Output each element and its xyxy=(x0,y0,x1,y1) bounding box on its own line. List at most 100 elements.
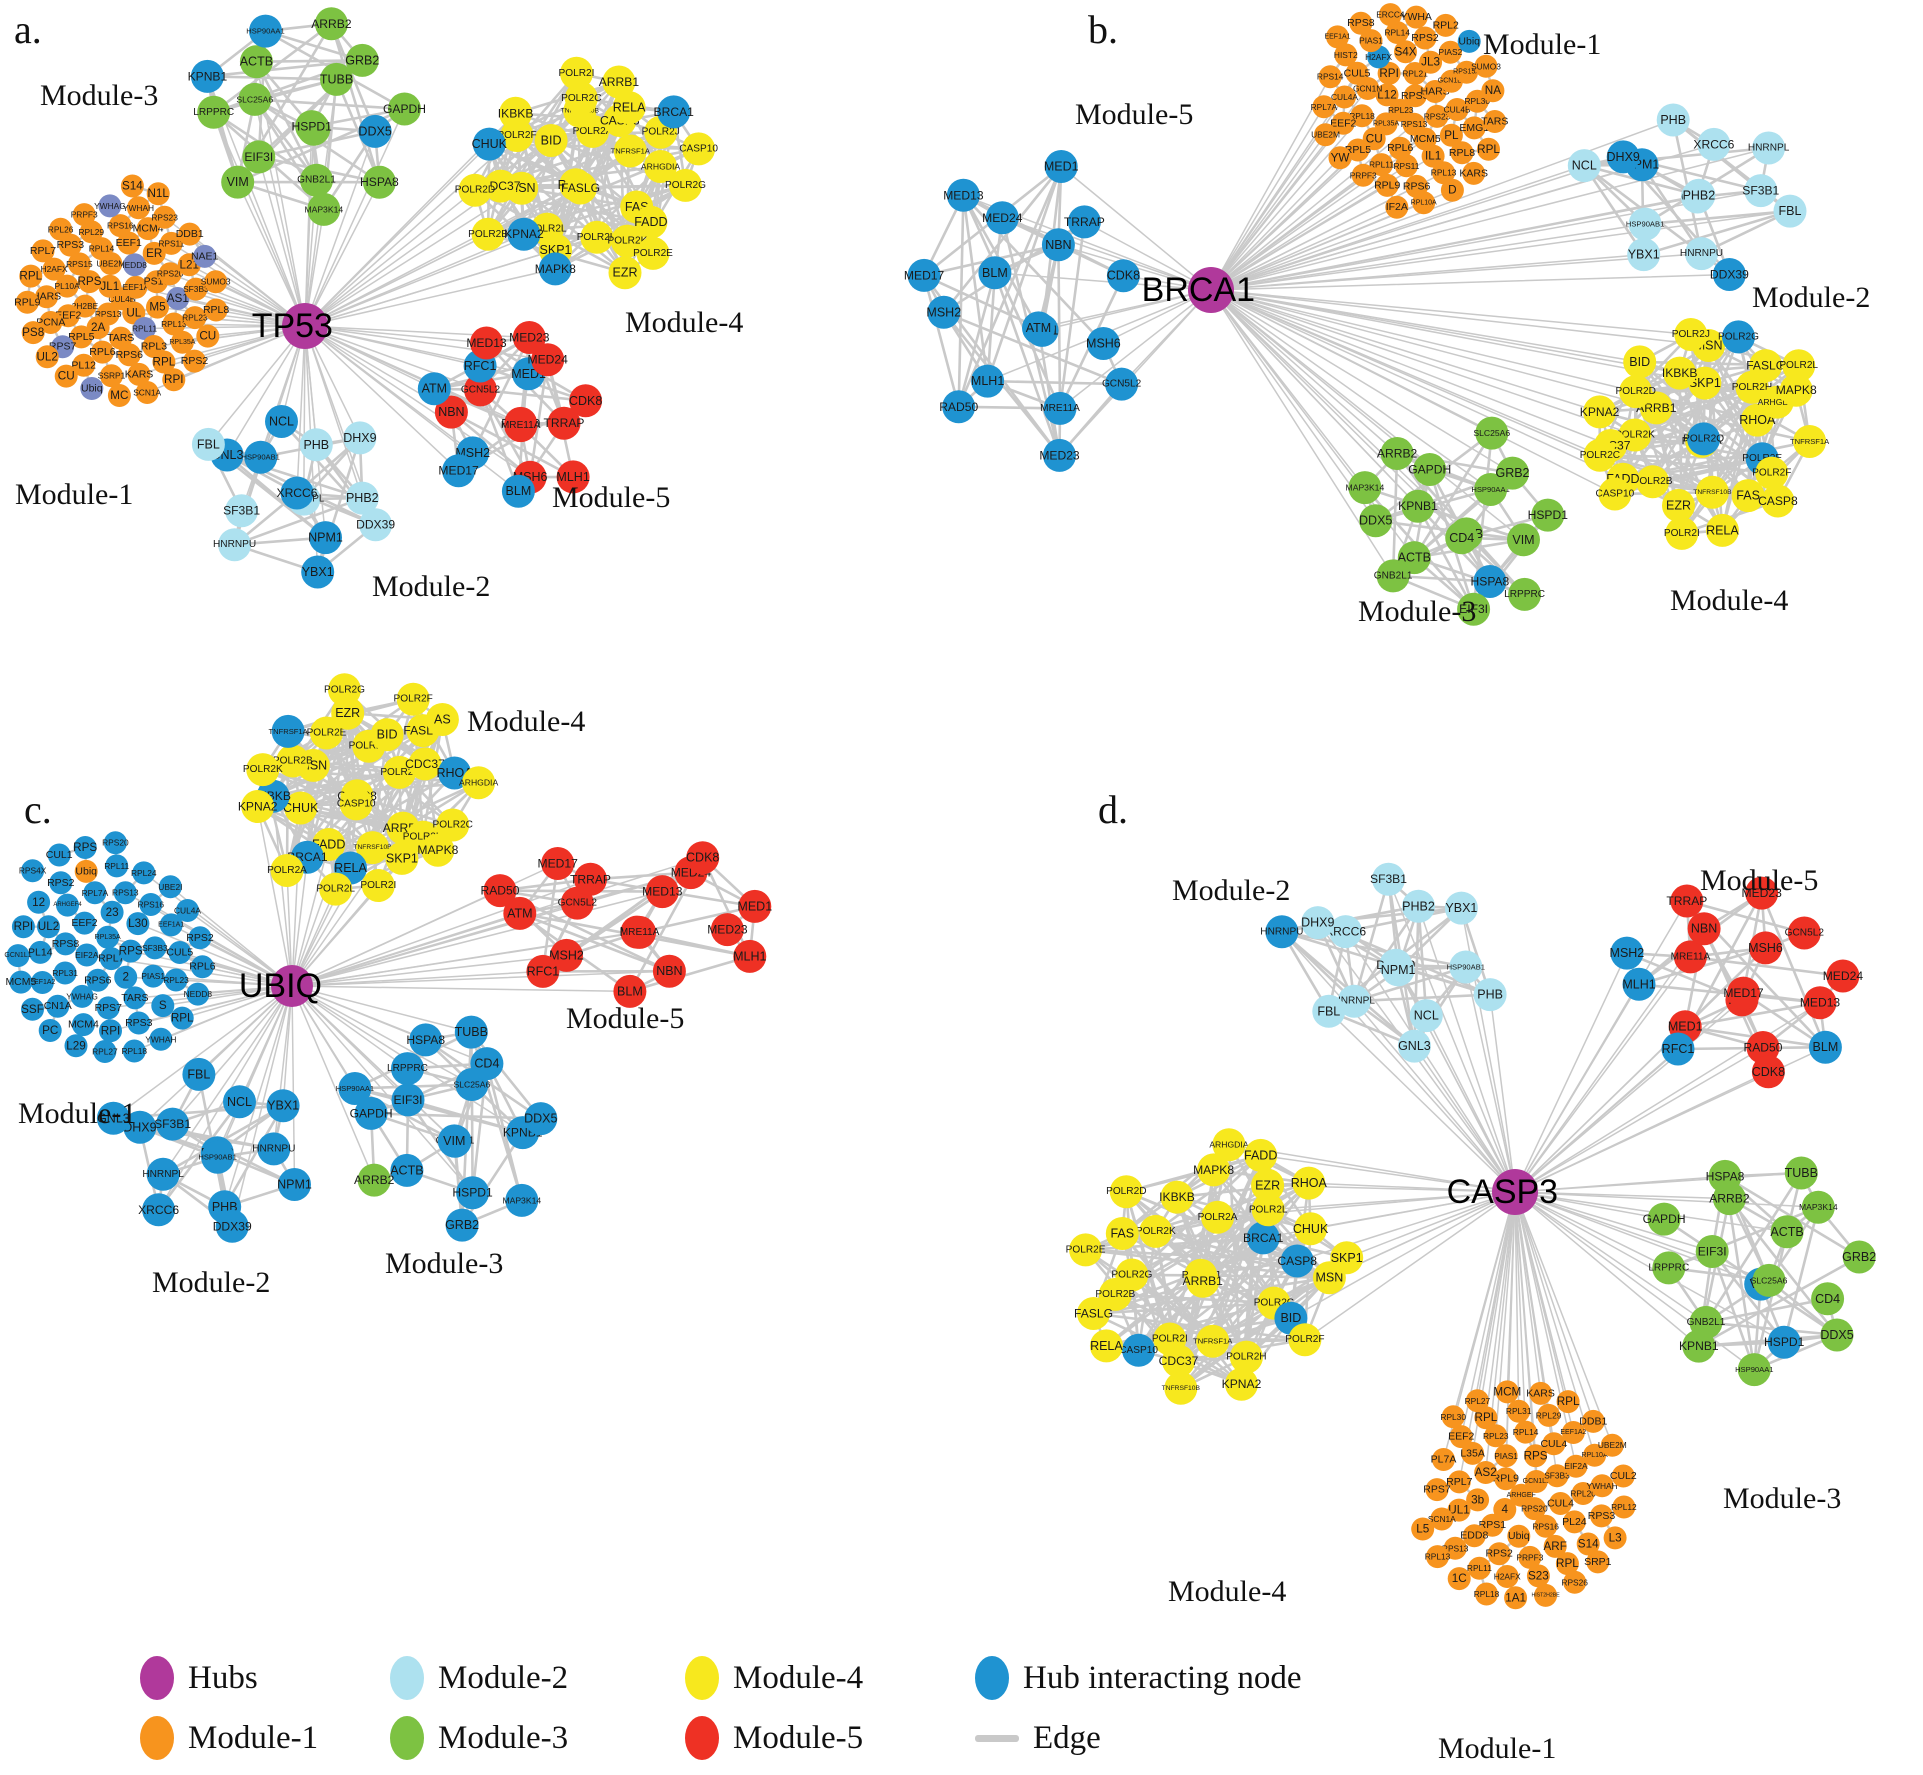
node-circle[interactable] xyxy=(1312,994,1346,1028)
node-circle[interactable] xyxy=(241,790,275,823)
node-circle[interactable] xyxy=(1378,3,1402,27)
node-circle[interactable] xyxy=(126,912,150,936)
node-circle[interactable] xyxy=(1346,138,1370,162)
node-circle[interactable] xyxy=(21,321,45,345)
network-node[interactable]: GCN5L2 xyxy=(1785,916,1825,950)
node-circle[interactable] xyxy=(1294,1212,1328,1246)
node-circle[interactable] xyxy=(370,718,404,752)
network-node[interactable]: MAP3K14 xyxy=(1346,471,1385,505)
node-circle[interactable] xyxy=(458,173,492,207)
node-circle[interactable] xyxy=(176,899,199,922)
node-circle[interactable] xyxy=(162,312,186,336)
node-circle[interactable] xyxy=(170,1006,194,1030)
node-circle[interactable] xyxy=(1089,1329,1123,1363)
node-circle[interactable] xyxy=(284,791,318,825)
node-circle[interactable] xyxy=(1507,1524,1531,1548)
node-circle[interactable] xyxy=(1449,950,1483,984)
node-circle[interactable] xyxy=(276,744,310,778)
node-circle[interactable] xyxy=(1404,5,1428,29)
network-node[interactable]: RPL18 xyxy=(121,1039,147,1063)
network-node[interactable]: ATM xyxy=(417,372,451,406)
network-node[interactable]: LRPPRC xyxy=(1648,1251,1689,1285)
node-circle[interactable] xyxy=(464,373,497,407)
network-node[interactable]: YBX1 xyxy=(301,555,335,589)
network-node[interactable]: SSF xyxy=(21,997,44,1021)
node-circle[interactable] xyxy=(1670,884,1704,918)
network-node[interactable]: Ubiq xyxy=(80,377,104,400)
node-circle[interactable] xyxy=(156,1107,190,1141)
node-circle[interactable] xyxy=(1564,1454,1588,1478)
network-node[interactable]: 1C xyxy=(1447,1567,1471,1591)
network-node[interactable]: Ubiq xyxy=(1457,29,1481,53)
node-circle[interactable] xyxy=(73,911,96,935)
node-circle[interactable] xyxy=(1493,1498,1517,1521)
node-circle[interactable] xyxy=(1376,559,1410,593)
node-circle[interactable] xyxy=(361,869,395,902)
node-circle[interactable] xyxy=(1372,862,1405,896)
network-node[interactable]: EZR xyxy=(608,256,642,290)
node-circle[interactable] xyxy=(1225,1367,1258,1401)
node-circle[interactable] xyxy=(1455,60,1479,84)
node-circle[interactable] xyxy=(574,862,607,896)
network-node[interactable]: CU xyxy=(54,364,78,388)
node-circle[interactable] xyxy=(127,1011,151,1035)
node-circle[interactable] xyxy=(1106,259,1140,293)
network-node[interactable]: NCL xyxy=(1409,999,1443,1033)
node-circle[interactable] xyxy=(733,939,767,973)
network-node[interactable]: HNRNPL xyxy=(1748,131,1790,165)
node-circle[interactable] xyxy=(946,178,980,212)
node-circle[interactable] xyxy=(1811,1282,1845,1316)
node-circle[interactable] xyxy=(1749,349,1783,383)
network-node[interactable]: TUBB xyxy=(1785,1156,1818,1190)
node-circle[interactable] xyxy=(339,787,373,821)
network-node[interactable]: MCM5 xyxy=(5,970,37,994)
hub-circle[interactable] xyxy=(1188,267,1234,313)
node-circle[interactable] xyxy=(113,881,137,905)
node-circle[interactable] xyxy=(246,753,280,787)
network-node[interactable]: DHX9 xyxy=(1301,906,1335,940)
network-node[interactable]: NA xyxy=(1481,79,1505,103)
node-circle[interactable] xyxy=(204,270,228,294)
network-node[interactable]: DHX9 xyxy=(343,421,377,455)
network-node[interactable]: BLM xyxy=(1808,1030,1842,1064)
node-circle[interactable] xyxy=(136,217,160,241)
node-circle[interactable] xyxy=(1576,1532,1600,1556)
network-node[interactable]: CD4 xyxy=(1811,1282,1845,1316)
node-circle[interactable] xyxy=(1656,103,1690,137)
node-circle[interactable] xyxy=(86,968,110,992)
node-circle[interactable] xyxy=(547,406,581,440)
node-circle[interactable] xyxy=(49,217,73,241)
node-circle[interactable] xyxy=(1447,1470,1471,1494)
network-node[interactable]: MED13 xyxy=(943,178,984,212)
node-circle[interactable] xyxy=(1362,127,1386,151)
node-circle[interactable] xyxy=(55,274,79,298)
network-node[interactable]: FBL xyxy=(191,427,225,461)
network-node[interactable]: EZR xyxy=(1251,1168,1285,1202)
node-circle[interactable] xyxy=(1370,153,1393,177)
node-circle[interactable] xyxy=(657,95,691,129)
network-node[interactable]: NBN xyxy=(652,954,686,988)
node-circle[interactable] xyxy=(1350,104,1374,128)
node-circle[interactable] xyxy=(47,843,71,867)
node-circle[interactable] xyxy=(78,270,101,294)
network-node[interactable]: CASP10 xyxy=(679,132,718,166)
node-circle[interactable] xyxy=(153,205,177,229)
node-circle[interactable] xyxy=(1731,479,1765,513)
node-circle[interactable] xyxy=(1430,1507,1454,1531)
node-circle[interactable] xyxy=(388,92,421,126)
network-node[interactable]: 2 xyxy=(114,965,138,989)
node-circle[interactable] xyxy=(421,833,455,867)
node-circle[interactable] xyxy=(385,841,419,875)
node-circle[interactable] xyxy=(538,252,572,286)
node-circle[interactable] xyxy=(1069,1233,1103,1267)
node-circle[interactable] xyxy=(1820,1318,1854,1352)
network-node[interactable]: DDX5 xyxy=(358,114,392,148)
node-circle[interactable] xyxy=(1122,1333,1156,1367)
node-circle[interactable] xyxy=(524,1102,558,1136)
node-circle[interactable] xyxy=(74,859,98,883)
node-circle[interactable] xyxy=(1603,1526,1627,1550)
node-circle[interactable] xyxy=(1419,50,1443,74)
network-node[interactable]: L29 xyxy=(64,1034,88,1058)
node-circle[interactable] xyxy=(1139,1214,1173,1248)
node-circle[interactable] xyxy=(1432,1448,1455,1471)
